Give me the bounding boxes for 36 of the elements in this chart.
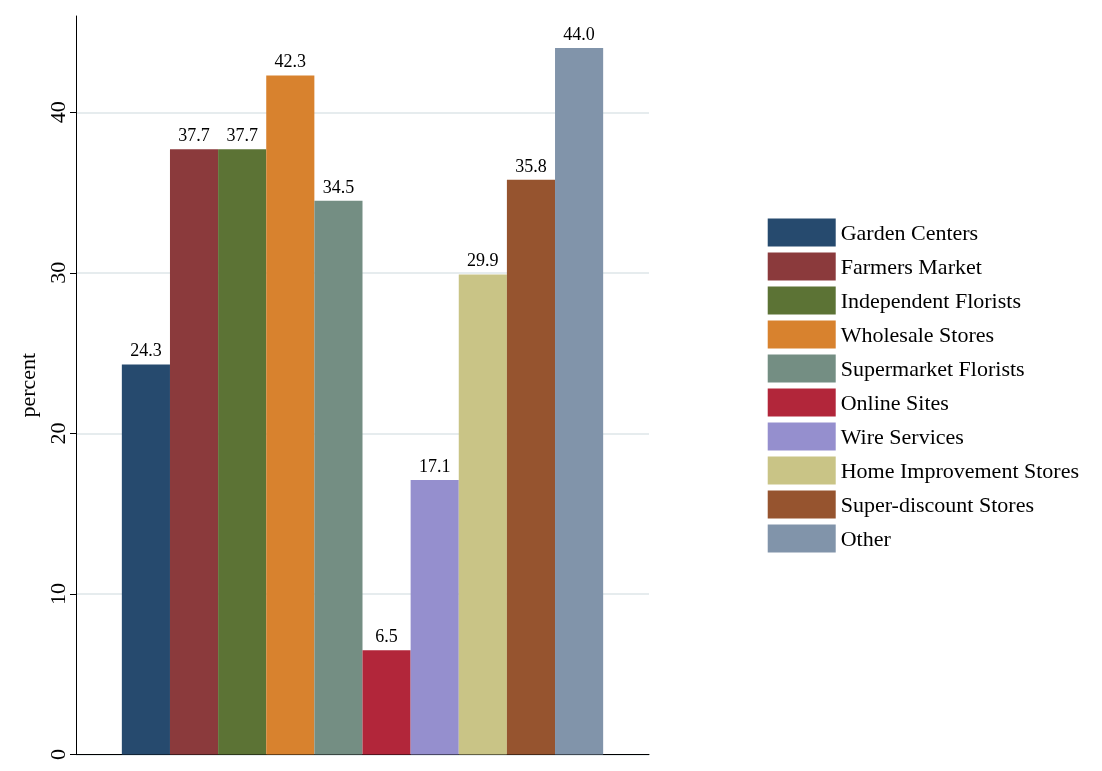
y-tick-label: 20	[44, 422, 70, 445]
data-label: 37.7	[226, 125, 258, 146]
data-label: 6.5	[375, 626, 398, 647]
legend-label: Wholesale Stores	[840, 322, 995, 347]
y-tick-label: 40	[44, 101, 70, 124]
data-label: 34.5	[322, 176, 355, 197]
data-label: 44.0	[563, 24, 595, 45]
legend-label: Garden Centers	[840, 220, 979, 245]
data-label: 24.3	[130, 340, 162, 361]
bar	[555, 48, 604, 755]
bar	[410, 479, 459, 755]
y-tick-label: 30	[44, 261, 70, 284]
y-axis-title: percent	[14, 352, 40, 418]
legend-label: Supermarket Florists	[840, 356, 1025, 381]
bar	[362, 650, 411, 755]
y-tick-label: 0	[44, 749, 70, 760]
legend-label: Online Sites	[840, 390, 949, 415]
data-label: 29.9	[467, 250, 499, 271]
data-label: 42.3	[274, 51, 307, 72]
data-label: 35.8	[515, 155, 547, 176]
legend-label: Farmers Market	[840, 254, 982, 279]
bar	[121, 364, 170, 755]
legend-label: Independent Florists	[840, 288, 1021, 313]
legend-label: Other	[840, 526, 892, 551]
bar	[169, 149, 219, 755]
legend-label: Wire Services	[840, 424, 964, 449]
y-tick-label: 10	[44, 582, 70, 605]
bar	[458, 274, 507, 755]
legend-label: Super-discount Stores	[840, 492, 1034, 517]
bar	[218, 149, 267, 755]
bar	[314, 200, 363, 755]
data-label: 37.7	[178, 125, 210, 146]
data-label: 17.1	[418, 455, 451, 476]
bar	[506, 179, 556, 755]
bar	[266, 75, 315, 755]
legend-label: Home Improvement Stores	[840, 458, 1080, 483]
